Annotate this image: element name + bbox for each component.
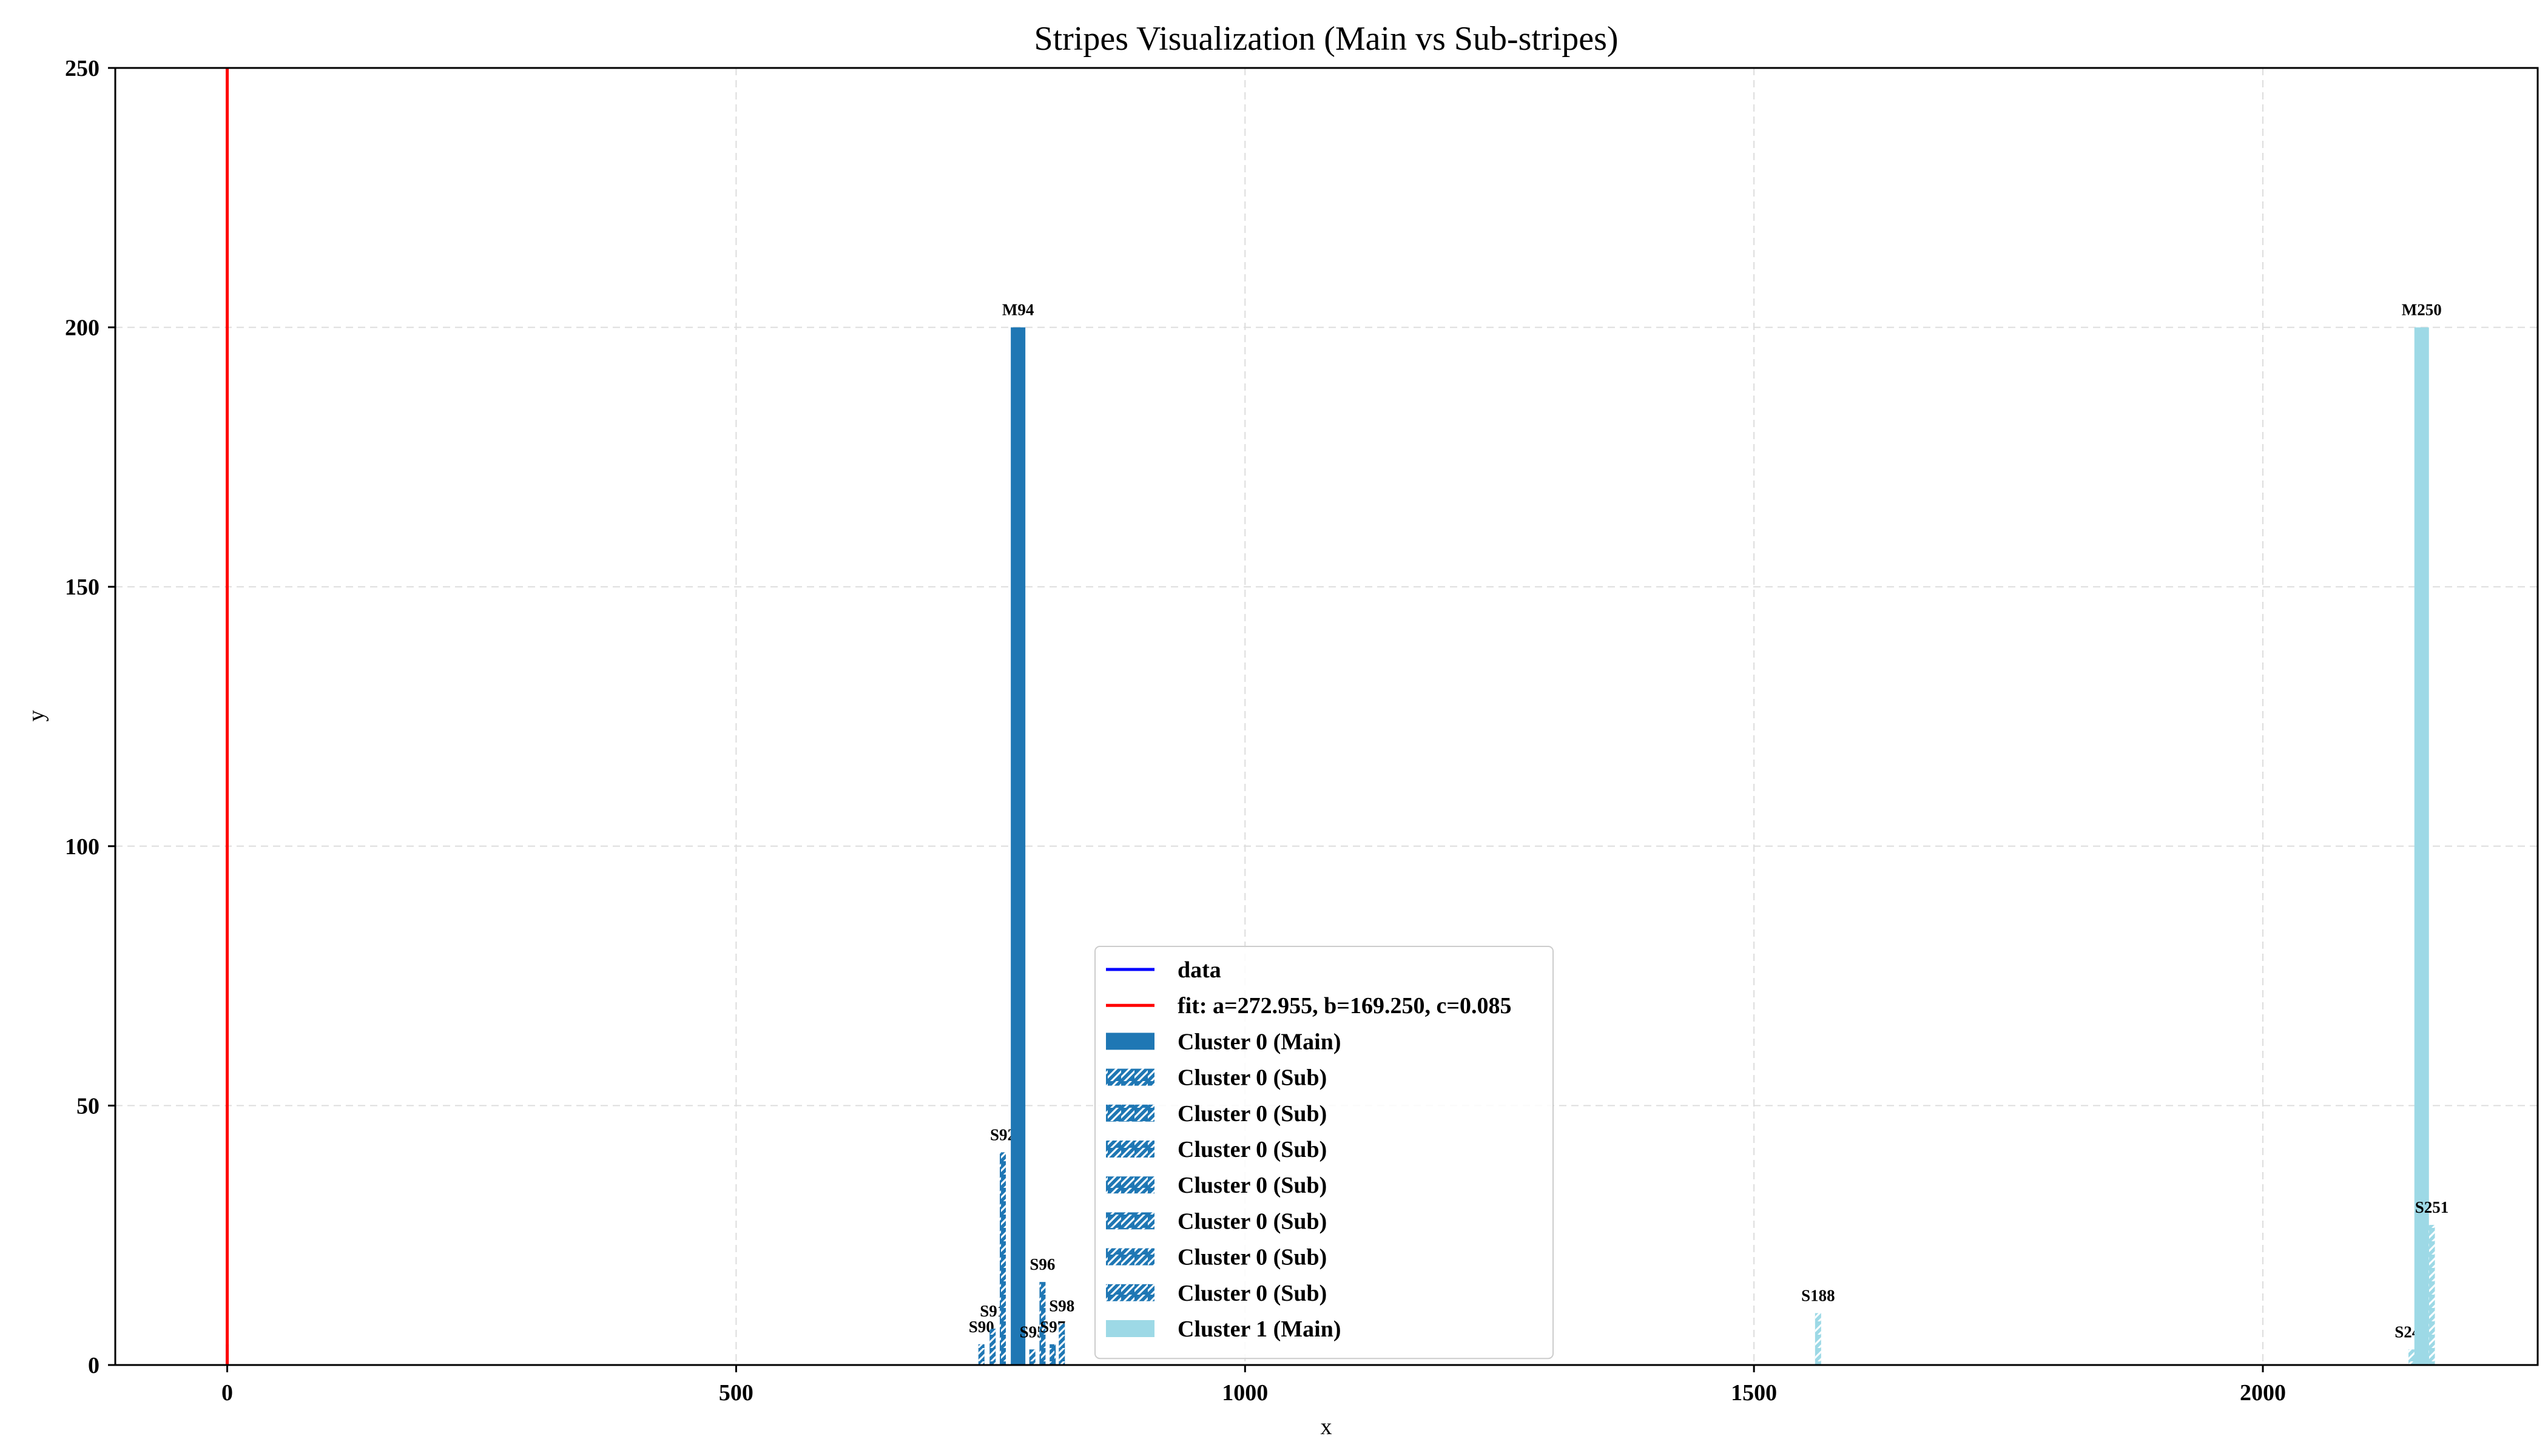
legend-hatch-swatch [1106, 1284, 1154, 1301]
bar-label: M250 [2402, 301, 2442, 319]
y-tick-label: 150 [65, 575, 99, 600]
x-axis-label: x [1321, 1414, 1332, 1440]
x-tick-label: 1000 [1222, 1380, 1268, 1406]
bar-label: M94 [1002, 301, 1034, 319]
legend-hatch-swatch [1106, 1104, 1154, 1122]
plot-frame [114, 67, 2539, 1366]
main-stripe-bar [2414, 327, 2429, 1365]
y-axis-label: y [24, 710, 49, 722]
legend-label: Cluster 0 (Sub) [1178, 1173, 1327, 1198]
x-tick-label: 0 [221, 1380, 233, 1406]
chart-title: Stripes Visualization (Main vs Sub-strip… [1034, 20, 1618, 58]
legend-label: Cluster 0 (Sub) [1178, 1137, 1327, 1162]
legend-bar-swatch [1106, 1320, 1154, 1337]
legend-label: Cluster 0 (Sub) [1178, 1281, 1327, 1306]
x-tick-label: 500 [719, 1380, 753, 1406]
sub-stripe-hatch [978, 1344, 985, 1365]
x-tick-label: 2000 [2240, 1380, 2286, 1406]
legend-label: data [1178, 957, 1221, 983]
x-tick-label: 1500 [1731, 1380, 1777, 1406]
legend-label: Cluster 0 (Main) [1178, 1029, 1341, 1054]
sub-stripe-hatch [1050, 1344, 1056, 1365]
sub-stripe-hatch [2408, 1349, 2415, 1365]
legend-hatch-swatch [1106, 1176, 1154, 1194]
bar-label: S96 [1030, 1255, 1055, 1273]
y-tick-label: 50 [76, 1093, 99, 1119]
legend-hatch-swatch [1106, 1248, 1154, 1266]
legend-label: Cluster 0 (Sub) [1178, 1101, 1327, 1127]
sub-stripe-hatch [2428, 1225, 2435, 1365]
sub-stripe-hatch [1059, 1323, 1065, 1365]
legend-label: Cluster 0 (Sub) [1178, 1065, 1327, 1091]
axis-ticks: 0 500 1000 1500 2000 0 50 100 150 200 250 [65, 56, 2286, 1406]
legend-hatch-swatch [1106, 1068, 1154, 1086]
sub-stripe-hatch [999, 1152, 1006, 1365]
legend-hatch-swatch [1106, 1212, 1154, 1230]
y-tick-label: 100 [65, 834, 99, 860]
y-tick-label: 0 [88, 1353, 99, 1378]
bar-label: S188 [1801, 1286, 1835, 1304]
main-stripe-bar [1011, 327, 1026, 1365]
legend-label: Cluster 0 (Sub) [1178, 1208, 1327, 1234]
legend-bar-swatch [1106, 1033, 1154, 1050]
sub-stripe-hatch [1029, 1349, 1036, 1365]
sub-stripe-hatch [1039, 1282, 1046, 1365]
bar-label: S98 [1049, 1297, 1074, 1315]
grid [115, 67, 2538, 1366]
legend-hatch-swatch [1106, 1141, 1154, 1158]
bar-label: S251 [2415, 1198, 2449, 1216]
legend-box [1094, 946, 1554, 1360]
sub-stripe-hatch [1815, 1313, 1821, 1365]
legend-label: fit: a=272.955, b=169.250, c=0.085 [1178, 993, 1511, 1019]
legend-label: Cluster 0 (Sub) [1178, 1245, 1327, 1270]
legend-label: Cluster 1 (Main) [1178, 1316, 1341, 1342]
y-tick-label: 250 [65, 56, 99, 81]
sub-stripe-hatch [989, 1329, 996, 1365]
y-tick-label: 200 [65, 315, 99, 341]
legend: data fit: a=272.955, b=169.250, c=0.085 Cl… [1094, 946, 1554, 1360]
